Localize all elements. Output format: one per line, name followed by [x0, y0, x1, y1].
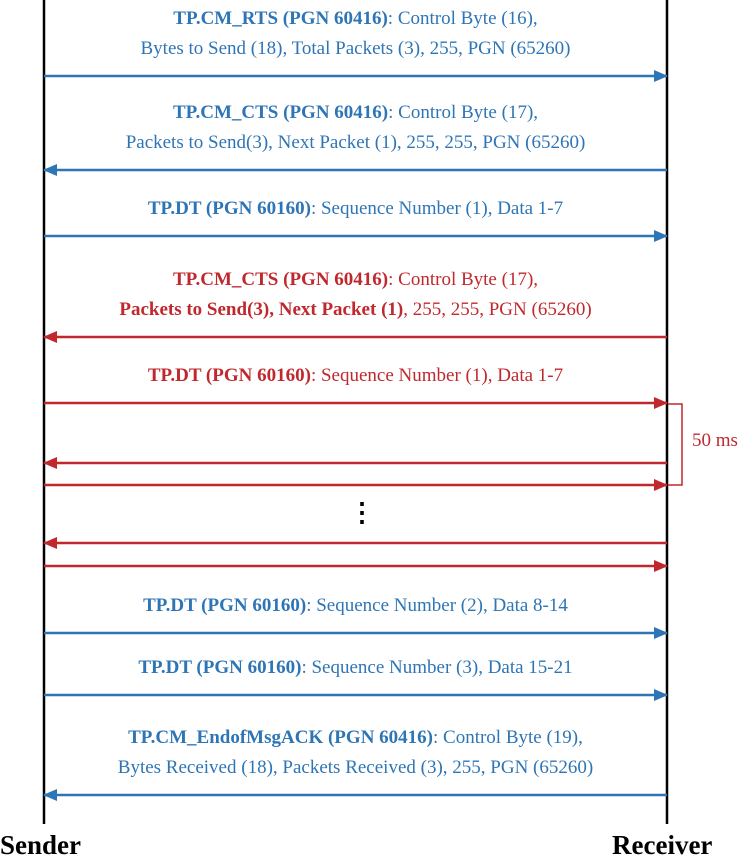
- interval-bracket: [668, 403, 683, 486]
- message-name: TP.DT (PGN 60160): [138, 657, 302, 678]
- message-params: : Sequence Number (1), Data 1-7: [310, 365, 564, 386]
- message-label-2-line-2: Packets to Send(3), Next Packet (1), 255…: [0, 131, 711, 155]
- message-label-4-line-2: Packets to Send(3), Next Packet (1), 255…: [0, 298, 711, 322]
- message-arrows: [43, 70, 668, 801]
- message-name: TP.CM_CTS (PGN 60416): [172, 269, 389, 290]
- message-label-1-line-1: TP.CM_RTS (PGN 60416): Control Byte (16)…: [0, 7, 711, 31]
- message-params: : Control Byte (16),: [387, 8, 538, 29]
- message-params: Packets to Send(3), Next Packet (1), 255…: [125, 132, 586, 153]
- message-params: : Control Byte (19),: [433, 727, 583, 748]
- message-params: : Control Byte (17),: [388, 102, 539, 123]
- message-label-10-line-1: TP.DT (PGN 60160): Sequence Number (2), …: [0, 594, 711, 618]
- message-params: : Sequence Number (2), Data 8-14: [306, 595, 568, 616]
- ellipsis-icon: ⋮: [349, 498, 375, 527]
- message-label-11-line-1: TP.DT (PGN 60160): Sequence Number (3), …: [0, 656, 711, 680]
- message-label-1-line-2: Bytes to Send (18), Total Packets (3), 2…: [0, 37, 711, 61]
- message-name: TP.DT (PGN 60160): [143, 595, 307, 616]
- message-params: Bytes to Send (18), Total Packets (3), 2…: [140, 38, 571, 59]
- message-name: TP.CM_CTS (PGN 60416): [172, 102, 389, 123]
- message-label-3-line-1: TP.DT (PGN 60160): Sequence Number (1), …: [0, 197, 711, 221]
- message-params: : Sequence Number (1), Data 1-7: [310, 198, 564, 219]
- message-name: TP.CM_EndofMsgACK (PGN 60416): [128, 727, 433, 748]
- message-name: Packets to Send(3), Next Packet (1): [119, 299, 404, 320]
- message-params: : Sequence Number (3), Data 15-21: [301, 657, 573, 678]
- message-name: TP.CM_RTS (PGN 60416): [173, 8, 388, 29]
- message-label-12-line-1: TP.CM_EndofMsgACK (PGN 60416): Control B…: [0, 726, 711, 750]
- message-params: Bytes Received (18), Packets Received (3…: [117, 757, 594, 778]
- sender-label: Sender: [0, 830, 81, 860]
- message-name: TP.DT (PGN 60160): [147, 365, 311, 386]
- message-label-2-line-1: TP.CM_CTS (PGN 60416): Control Byte (17)…: [0, 101, 711, 125]
- interval-label: 50 ms: [692, 430, 738, 451]
- message-params: : Control Byte (17),: [388, 269, 539, 290]
- message-name: TP.DT (PGN 60160): [147, 198, 311, 219]
- message-label-5-line-1: TP.DT (PGN 60160): Sequence Number (1), …: [0, 364, 711, 388]
- receiver-label: Receiver: [612, 830, 713, 860]
- message-params: , 255, 255, PGN (65260): [403, 299, 592, 320]
- message-label-4-line-1: TP.CM_CTS (PGN 60416): Control Byte (17)…: [0, 268, 711, 292]
- message-label-12-line-2: Bytes Received (18), Packets Received (3…: [0, 756, 711, 780]
